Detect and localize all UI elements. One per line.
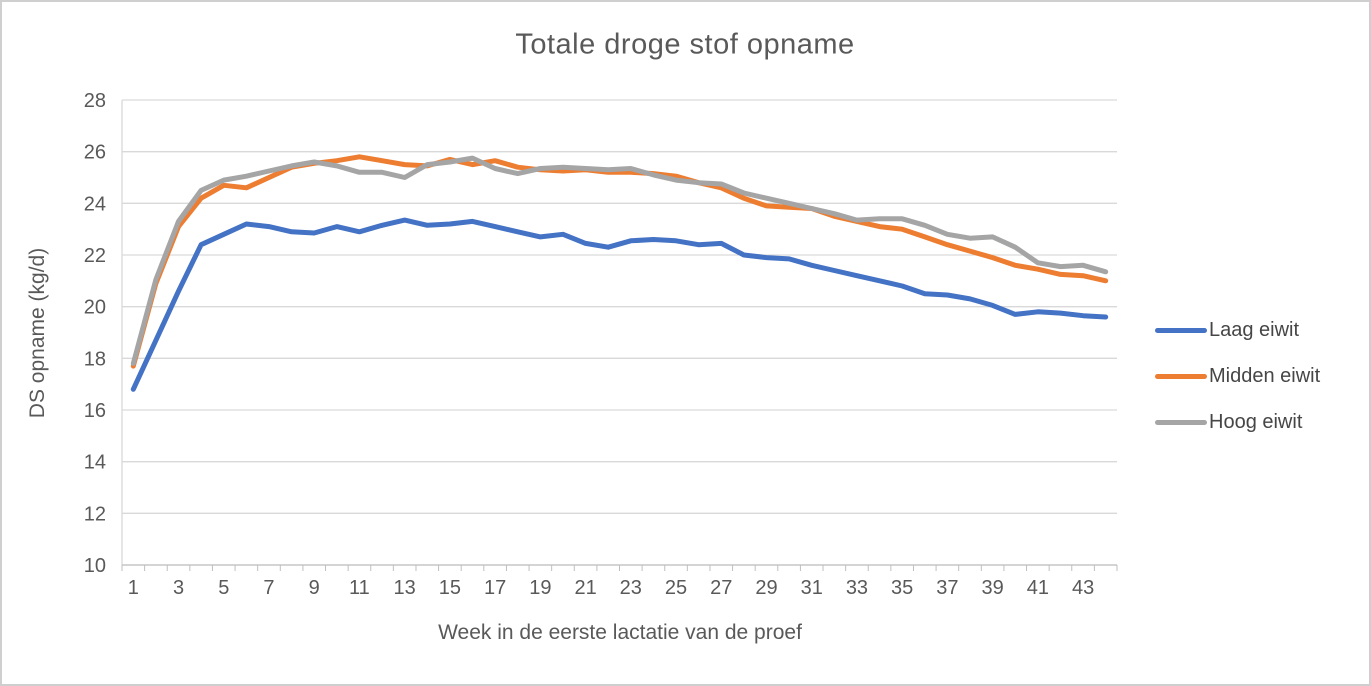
x-tick-label: 3: [173, 577, 184, 599]
x-tick-label: 7: [263, 577, 274, 599]
legend-line-swatch: [1155, 373, 1207, 379]
y-axis-title: DS opname (kg/d): [26, 247, 49, 419]
x-axis-title: Week in de eerste lactatie van de proef: [438, 621, 802, 644]
x-tick-label: 41: [1027, 577, 1049, 599]
legend-label: Hoog eiwit: [1209, 410, 1303, 433]
x-tick-label: 5: [218, 577, 229, 599]
legend-line-swatch: [1155, 327, 1207, 333]
x-tick-label: 31: [801, 577, 823, 599]
x-tick-label: 23: [620, 577, 642, 599]
chart-title: Totale droge stof opname: [515, 28, 855, 61]
legend-label: Midden eiwit: [1209, 364, 1321, 387]
series-line-hoog-eiwit: [130, 155, 1109, 366]
x-tick-label: 29: [755, 577, 777, 599]
y-tick-label: 16: [84, 400, 106, 422]
x-tick-label: 43: [1072, 577, 1094, 599]
x-tick-label: 13: [394, 577, 416, 599]
x-tick-label: 39: [982, 577, 1004, 599]
series-line-laag-eiwit: [130, 217, 1109, 392]
legend-item-laag-eiwit[interactable]: Laag eiwit: [1155, 315, 1320, 345]
x-tick-label: 19: [529, 577, 551, 599]
plot-area: [122, 100, 1117, 565]
x-tick-label: 27: [710, 577, 732, 599]
x-tick-label: 33: [846, 577, 868, 599]
legend-item-midden-eiwit[interactable]: Midden eiwit: [1155, 361, 1320, 391]
x-tick-label: 11: [349, 577, 370, 599]
x-tick-label: 21: [574, 577, 596, 599]
y-tick-label: 20: [84, 297, 106, 319]
x-tick-label: 37: [936, 577, 958, 599]
y-tick-label: 10: [84, 555, 106, 577]
y-tick-label: 14: [84, 452, 106, 474]
legend-item-hoog-eiwit[interactable]: Hoog eiwit: [1155, 407, 1320, 437]
y-tick-label: 12: [84, 503, 106, 525]
y-tick-label: 26: [84, 142, 106, 164]
x-tick-label: 15: [439, 577, 461, 599]
x-tick-label: 9: [309, 577, 320, 599]
y-tick-label: 24: [84, 193, 106, 215]
legend-line-swatch: [1155, 419, 1207, 425]
x-tick-label: 35: [891, 577, 913, 599]
x-tick-label: 1: [128, 577, 139, 599]
x-tick-label: 25: [665, 577, 687, 599]
legend-label: Laag eiwit: [1209, 318, 1300, 341]
y-tick-label: 18: [84, 348, 106, 370]
y-tick-label: 22: [84, 245, 106, 267]
x-tick-label: 17: [484, 577, 506, 599]
legend: Laag eiwit Midden eiwit Hoog eiwit: [1155, 315, 1320, 437]
y-tick-label: 28: [84, 90, 106, 112]
